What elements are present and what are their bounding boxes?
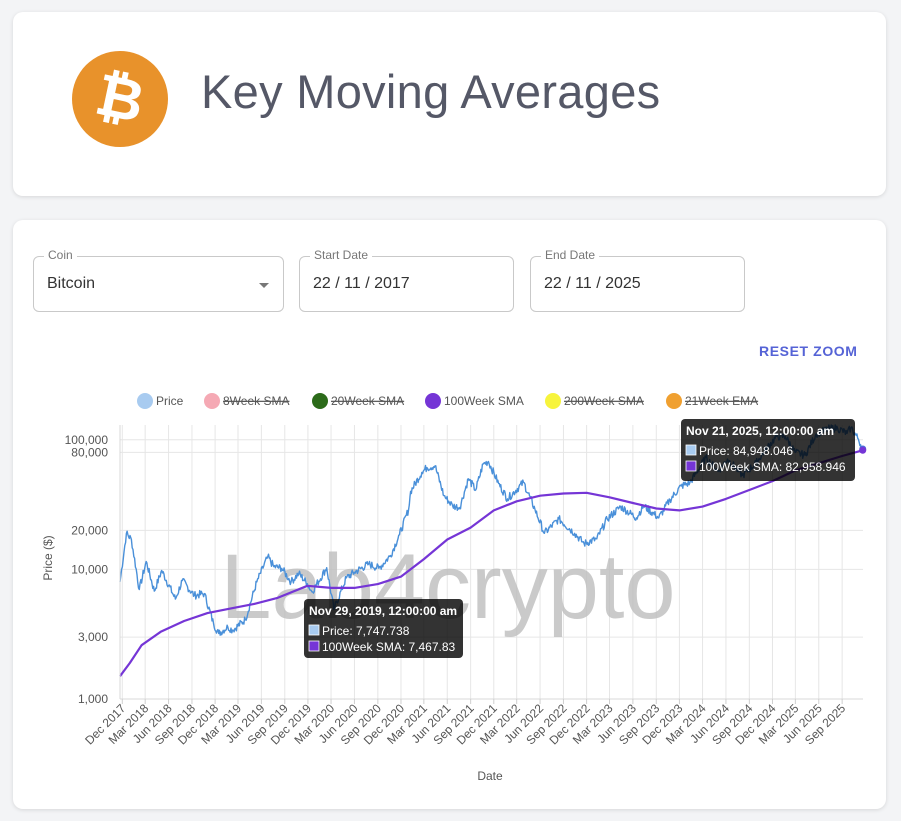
tooltip: Nov 21, 2025, 12:00:00 am Price: 84,948.0… [681, 419, 855, 481]
header-card: ₿ Key Moving Averages [13, 12, 886, 196]
end-date-field[interactable]: End Date 22 / 11 / 2025 [530, 248, 745, 312]
y-axis-title: Price ($) [41, 535, 55, 580]
legend-label: 8Week SMA [223, 394, 289, 408]
legend: Price 8Week SMA 20Week SMA 100Week SMA 200We… [137, 393, 758, 409]
legend-item-100week-sma[interactable]: 100Week SMA [425, 393, 524, 409]
reset-zoom-button[interactable]: RESET ZOOM [759, 343, 858, 359]
y-tick-label: 1,000 [78, 692, 108, 706]
sma-end-point[interactable] [859, 446, 867, 454]
legend-item-200week-sma[interactable]: 200Week SMA [545, 393, 644, 409]
legend-swatch [545, 393, 561, 409]
chart-card: Coin Bitcoin Start Date 22 / 11 / 2017 E… [13, 220, 886, 809]
tooltip-box [304, 599, 463, 658]
coin-value: Bitcoin [47, 275, 96, 292]
x-axis-title: Date [477, 769, 503, 783]
legend-label: 21Week EMA [685, 394, 758, 408]
coin-label: Coin [44, 248, 77, 262]
tooltip-price: Price: 7,747.738 [322, 624, 410, 638]
page-title: Key Moving Averages [201, 65, 661, 118]
start-date-field[interactable]: Start Date 22 / 11 / 2017 [299, 248, 514, 312]
legend-swatch [425, 393, 441, 409]
tooltip-price-swatch [308, 624, 320, 636]
tooltip-sma: 100Week SMA: 82,958.946 [699, 460, 846, 474]
sma-100week-line [119, 449, 863, 677]
legend-item-20week-sma[interactable]: 20Week SMA [312, 393, 404, 409]
start-date-label: Start Date [310, 248, 373, 262]
tooltip-sma: 100Week SMA: 7,467.83 [322, 640, 456, 654]
tooltip-price: Price: 84,948.046 [699, 444, 793, 458]
tooltip-title: Nov 29, 2019, 12:00:00 am [309, 604, 457, 618]
tooltip-price-swatch [685, 444, 697, 456]
y-tick-label: 20,000 [71, 523, 108, 537]
y-tick-label: 10,000 [71, 562, 108, 576]
legend-label: 20Week SMA [331, 394, 404, 408]
legend-label: 100Week SMA [444, 394, 524, 408]
legend-item-8week-sma[interactable]: 8Week SMA [204, 393, 289, 409]
tooltip-sma-swatch [308, 640, 320, 652]
legend-swatch [666, 393, 682, 409]
y-tick-label: 3,000 [78, 630, 108, 644]
start-date-value[interactable]: 22 / 11 / 2017 [313, 275, 410, 292]
legend-item-price[interactable]: Price [137, 393, 184, 409]
tooltips: Nov 29, 2019, 12:00:00 am Price: 7,747.73… [304, 419, 855, 658]
legend-label: Price [156, 394, 184, 408]
legend-item-21week-ema[interactable]: 21Week EMA [666, 393, 758, 409]
bitcoin-icon: ₿ [90, 64, 150, 134]
bitcoin-logo: ₿ [72, 51, 168, 147]
tooltip-box [681, 419, 855, 481]
chevron-down-icon[interactable] [259, 283, 269, 288]
tooltip-title: Nov 21, 2025, 12:00:00 am [686, 424, 834, 438]
tooltip: Nov 29, 2019, 12:00:00 am Price: 7,747.73… [304, 599, 463, 658]
legend-swatch [312, 393, 328, 409]
coin-select[interactable]: Coin Bitcoin [33, 248, 284, 312]
end-date-label: End Date [541, 248, 600, 262]
tooltip-sma-swatch [685, 460, 697, 472]
end-date-value[interactable]: 22 / 11 / 2025 [544, 275, 641, 292]
legend-swatch [204, 393, 220, 409]
legend-label: 200Week SMA [564, 394, 644, 408]
y-tick-label: 80,000 [71, 445, 108, 459]
y-tick-label: 100,000 [65, 433, 109, 447]
legend-swatch [137, 393, 153, 409]
